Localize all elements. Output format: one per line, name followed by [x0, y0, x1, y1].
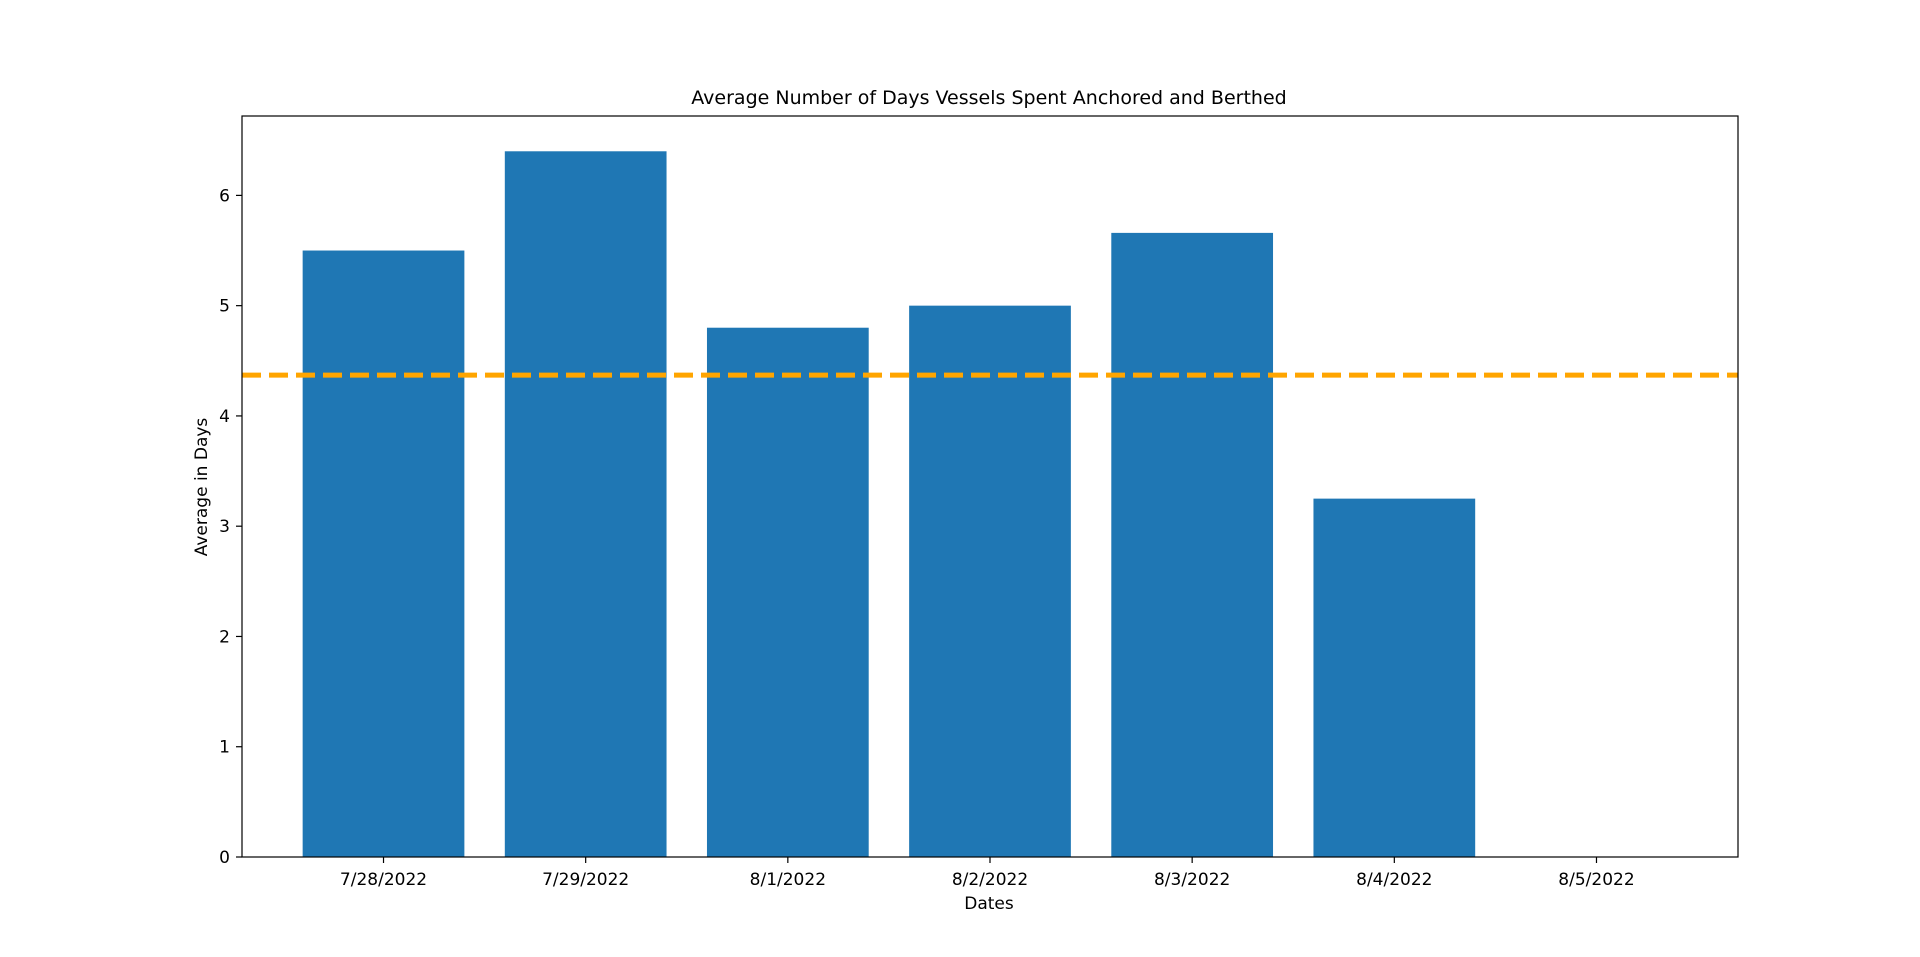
x-tick-label: 8/4/2022 — [1356, 870, 1432, 890]
y-tick-label: 5 — [219, 297, 230, 317]
bar-8-4-2022 — [1313, 498, 1476, 857]
y-tick-label: 4 — [219, 407, 230, 427]
bar-7-29-2022 — [504, 151, 667, 858]
x-tick-label: 8/2/2022 — [952, 870, 1028, 890]
x-tick-label: 8/3/2022 — [1154, 870, 1230, 890]
y-tick-label: 1 — [219, 738, 230, 758]
x-tick-label: 8/1/2022 — [750, 870, 826, 890]
bars-layer — [302, 151, 1476, 858]
bar-8-2-2022 — [909, 305, 1071, 857]
x-tick-label: 8/5/2022 — [1558, 870, 1634, 890]
bar-8-3-2022 — [1111, 232, 1274, 858]
y-tick-label: 0 — [219, 848, 230, 868]
y-tick-label: 2 — [219, 627, 230, 647]
x-axis-ticks: 7/28/2022 7/29/2022 8/1/2022 8/2/2022 8/3/20… — [340, 857, 1635, 890]
y-tick-label: 3 — [219, 517, 230, 537]
x-axis-label: Dates — [964, 894, 1014, 914]
bar-7-28-2022 — [302, 250, 465, 857]
x-tick-label: 7/28/2022 — [340, 870, 427, 890]
bar-8-1-2022 — [706, 327, 869, 857]
y-tick-label: 6 — [219, 186, 230, 206]
chart-title: Average Number of Days Vessels Spent Anc… — [691, 87, 1286, 109]
y-axis-ticks: 0 1 2 3 4 5 6 — [219, 186, 242, 868]
y-axis-label: Average in Days — [192, 418, 212, 557]
x-tick-label: 7/29/2022 — [542, 870, 629, 890]
